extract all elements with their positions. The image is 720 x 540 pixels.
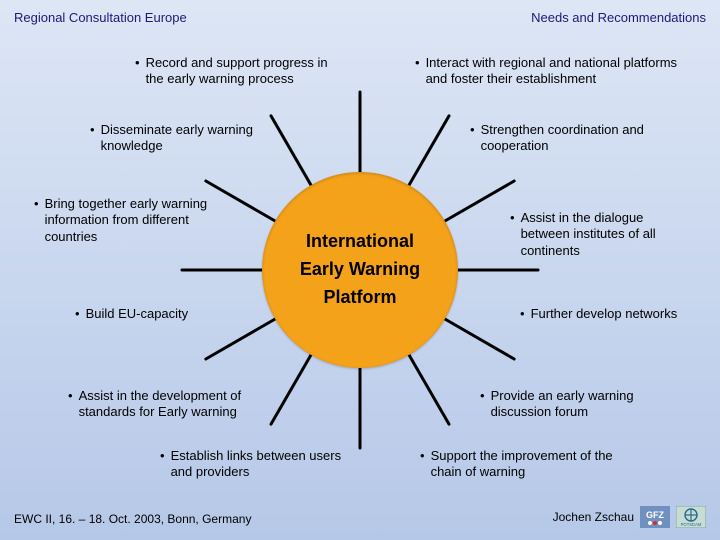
- bullet-text: Record and support progress in the early…: [146, 55, 335, 88]
- bullet-text: Provide an early warning discussion foru…: [491, 388, 680, 421]
- slide-root: Regional Consultation Europe Needs and R…: [0, 0, 720, 540]
- footer-right: Jochen Zschau GFZ POTSDAM: [553, 506, 706, 528]
- header-right: Needs and Recommendations: [531, 10, 706, 25]
- center-disc: International Early Warning Platform: [262, 172, 458, 368]
- bullet-dot-icon: •: [520, 306, 525, 322]
- bullet-text: Build EU-capacity: [86, 306, 235, 322]
- bullet-dot-icon: •: [160, 448, 165, 481]
- bullet-text: Strengthen coordination and cooperation: [481, 122, 660, 155]
- bullet-dot-icon: •: [415, 55, 420, 88]
- bullet-dot-icon: •: [480, 388, 485, 421]
- bullet-item: •Establish links between users and provi…: [160, 448, 350, 481]
- bullet-item: •Assist in the development of standards …: [68, 388, 278, 421]
- bullet-item: •Strengthen coordination and cooperation: [470, 122, 660, 155]
- bullet-dot-icon: •: [90, 122, 95, 155]
- footer-left: EWC II, 16. – 18. Oct. 2003, Bonn, Germa…: [14, 512, 251, 526]
- gfz-logo: GFZ: [640, 506, 670, 528]
- bullet-dot-icon: •: [75, 306, 80, 322]
- bullet-text: Support the improvement of the chain of …: [431, 448, 640, 481]
- bullet-item: •Support the improvement of the chain of…: [420, 448, 640, 481]
- bullet-item: •Disseminate early warning knowledge: [90, 122, 280, 155]
- bullet-text: Assist in the development of standards f…: [79, 388, 278, 421]
- bullet-text: Disseminate early warning knowledge: [101, 122, 280, 155]
- bullet-item: •Assist in the dialogue between institut…: [510, 210, 695, 259]
- bullet-text: Assist in the dialogue between institute…: [521, 210, 695, 259]
- header-left: Regional Consultation Europe: [14, 10, 187, 25]
- center-line-1: International: [306, 228, 414, 256]
- bullet-item: • Build EU-capacity: [75, 306, 235, 322]
- center-line-3: Platform: [323, 284, 396, 312]
- footer-author: Jochen Zschau: [553, 510, 634, 524]
- bullet-dot-icon: •: [135, 55, 140, 88]
- bullet-dot-icon: •: [470, 122, 475, 155]
- svg-text:GFZ: GFZ: [646, 510, 664, 520]
- bullet-text: Establish links between users and provid…: [171, 448, 350, 481]
- bullet-dot-icon: •: [34, 196, 39, 245]
- bullet-text: Interact with regional and national plat…: [426, 55, 695, 88]
- potsdam-logo: POTSDAM: [676, 506, 706, 528]
- bullet-dot-icon: •: [510, 210, 515, 259]
- bullet-item: •Record and support progress in the earl…: [135, 55, 335, 88]
- svg-text:POTSDAM: POTSDAM: [681, 522, 702, 527]
- bullet-text: Bring together early warning information…: [45, 196, 234, 245]
- bullet-dot-icon: •: [68, 388, 73, 421]
- bullet-dot-icon: •: [420, 448, 425, 481]
- bullet-item: •Interact with regional and national pla…: [415, 55, 695, 88]
- center-line-2: Early Warning: [300, 256, 420, 284]
- bullet-text: Further develop networks: [531, 306, 700, 322]
- bullet-item: •Provide an early warning discussion for…: [480, 388, 680, 421]
- bullet-item: • Further develop networks: [520, 306, 700, 322]
- bullet-item: •Bring together early warning informatio…: [34, 196, 234, 245]
